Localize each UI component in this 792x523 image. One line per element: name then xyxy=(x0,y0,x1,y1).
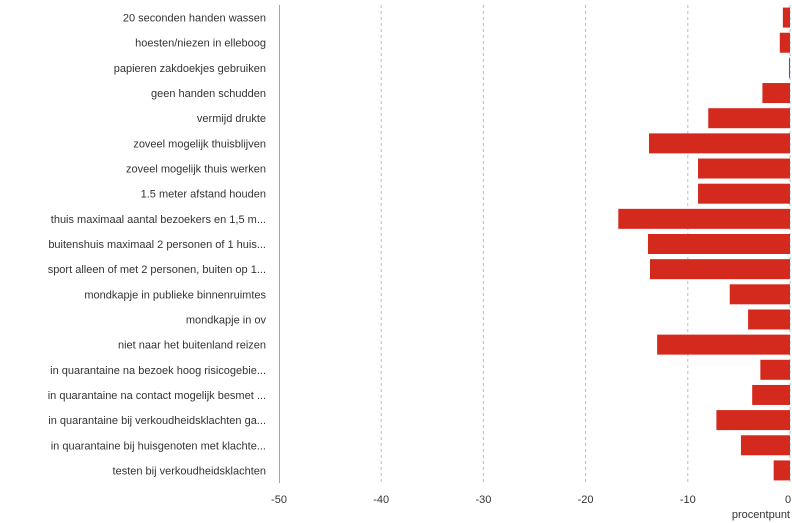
bar xyxy=(752,384,790,405)
category-label: thuis maximaal aantal bezoekers en 1,5 m… xyxy=(51,214,266,226)
category-label: mondkapje in ov xyxy=(186,314,267,326)
bar xyxy=(649,259,790,280)
category-label: in quarantaine bij huisgenoten met klach… xyxy=(51,440,266,452)
category-label: niet naar het buitenland reizen xyxy=(118,340,266,352)
bar xyxy=(782,7,790,28)
bar xyxy=(748,309,790,330)
category-label: hoesten/niezen in elleboog xyxy=(135,38,266,50)
category-label: 20 seconden handen wassen xyxy=(123,13,266,25)
x-tick-label: -50 xyxy=(271,494,287,506)
category-label: in quarantaine na contact mogelijk besme… xyxy=(48,390,266,402)
bar xyxy=(760,359,790,380)
bar xyxy=(698,183,790,204)
bar xyxy=(618,208,790,229)
category-label: 1.5 meter afstand houden xyxy=(141,189,266,201)
bar xyxy=(647,234,790,254)
bar xyxy=(716,410,790,431)
category-label: mondkapje in publieke binnenruimtes xyxy=(84,289,266,301)
category-label: vermijd drukte xyxy=(197,113,266,125)
bar xyxy=(762,83,790,104)
category-label: sport alleen of met 2 personen, buiten o… xyxy=(48,264,266,276)
bar xyxy=(773,460,790,481)
category-label: zoveel mogelijk thuisblijven xyxy=(133,138,266,150)
bars xyxy=(618,7,790,481)
bar xyxy=(740,435,790,456)
bar xyxy=(648,133,790,154)
bar xyxy=(779,32,790,53)
x-tick-label: 0 xyxy=(785,494,791,506)
bar xyxy=(729,284,790,305)
category-labels: 20 seconden handen wassen hoesten/niezen … xyxy=(48,13,267,478)
x-tick-label: -10 xyxy=(680,494,696,506)
tick-labels: -50 -40 -30 -20 -10 0 xyxy=(271,494,791,506)
category-label: in quarantaine na bezoek hoog risicogebi… xyxy=(50,365,266,377)
bar xyxy=(698,158,790,179)
bar xyxy=(788,57,790,78)
x-tick-label: -40 xyxy=(373,494,389,506)
bar xyxy=(657,334,790,355)
x-axis-title: procentpunt xyxy=(732,509,790,521)
category-label: papieren zakdoekjes gebruiken xyxy=(114,63,266,75)
category-label: buitenshuis maximaal 2 personen of 1 hui… xyxy=(48,239,266,251)
category-label: in quarantaine bij verkoudheidsklachten … xyxy=(48,415,266,427)
bar xyxy=(708,108,790,129)
category-label: zoveel mogelijk thuis werken xyxy=(126,164,266,176)
category-label: testen bij verkoudheidsklachten xyxy=(113,465,266,477)
x-tick-label: -20 xyxy=(578,494,594,506)
x-tick-label: -30 xyxy=(475,494,491,506)
category-label: geen handen schudden xyxy=(151,88,266,100)
